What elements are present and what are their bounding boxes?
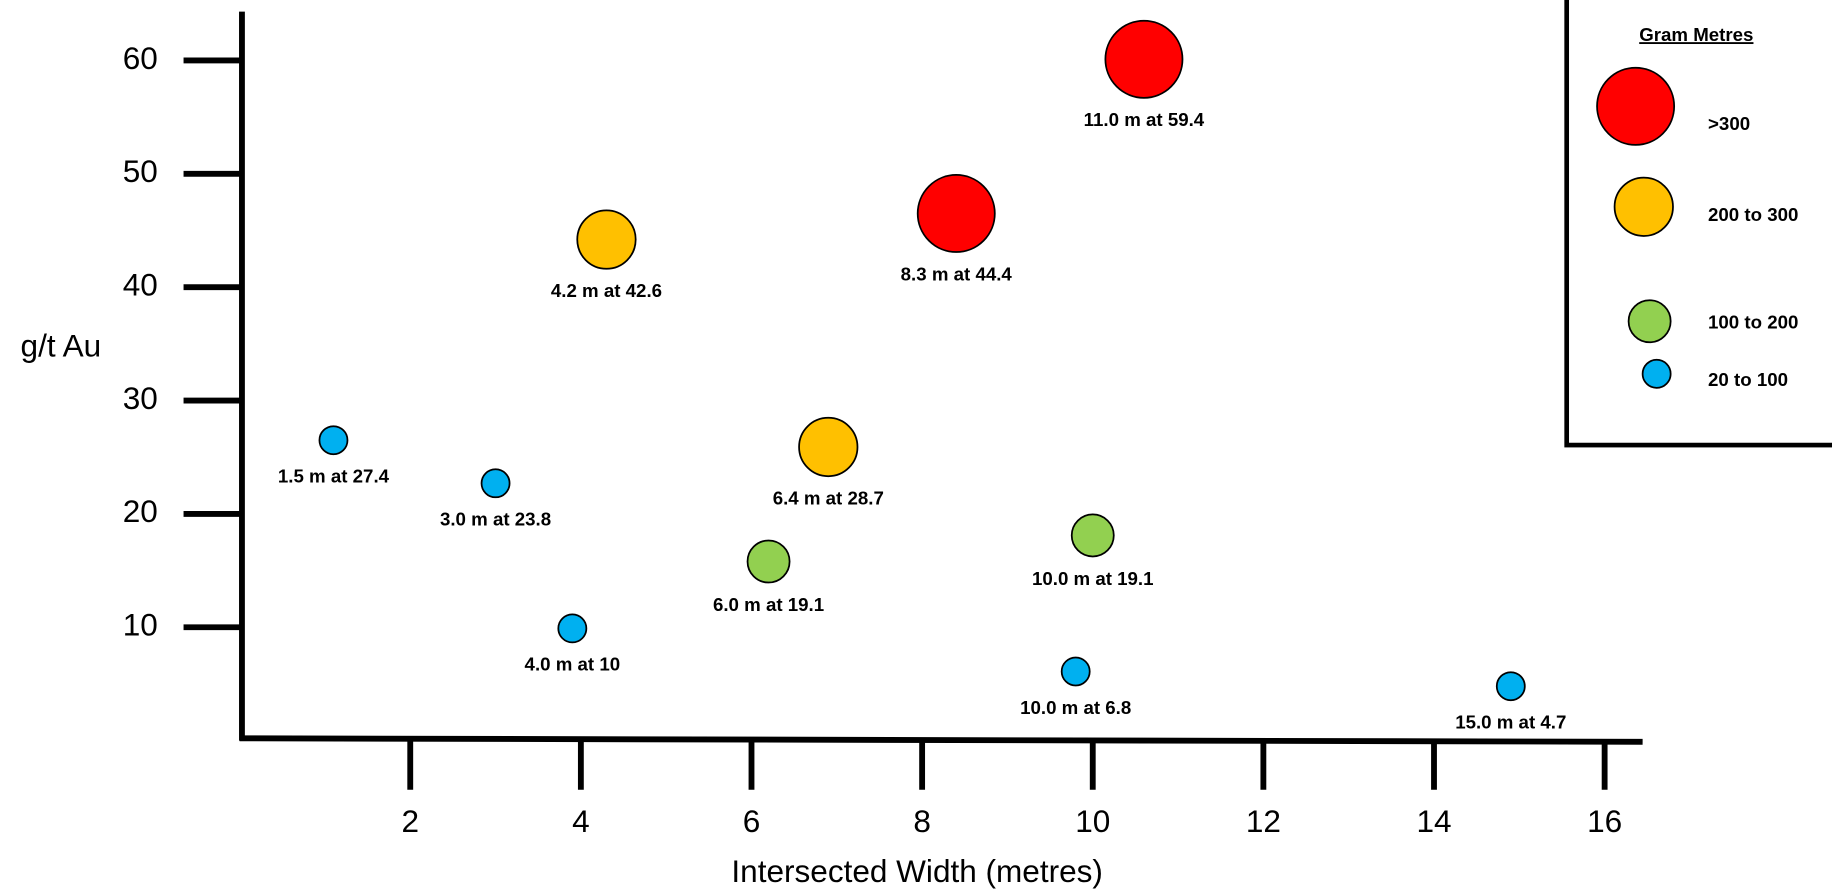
point-label: 6.4 m at 28.7 bbox=[773, 488, 884, 509]
bubble bbox=[318, 425, 349, 456]
legend-marker bbox=[1596, 66, 1676, 146]
x-axis bbox=[239, 735, 1643, 745]
x-tick-label: 4 bbox=[572, 803, 590, 839]
x-tick-label: 10 bbox=[1075, 803, 1110, 839]
legend-label: >300 bbox=[1708, 113, 1750, 134]
x-tick-label: 16 bbox=[1587, 803, 1622, 839]
legend-marker bbox=[1613, 176, 1674, 237]
point-label: 4.2 m at 42.6 bbox=[551, 280, 662, 301]
point-label: 15.0 m at 4.7 bbox=[1455, 712, 1566, 733]
x-tick-label: 12 bbox=[1246, 803, 1281, 839]
bubble bbox=[1495, 671, 1526, 702]
legend-marker bbox=[1627, 299, 1672, 344]
y-tick-label: 60 bbox=[123, 40, 158, 76]
bubble bbox=[1104, 19, 1184, 99]
y-tick-label: 40 bbox=[123, 266, 158, 302]
y-axis-label: g/t Au bbox=[21, 327, 102, 363]
y-tick-label: 30 bbox=[123, 380, 158, 416]
y-tick-label: 20 bbox=[123, 493, 158, 529]
point-label: 6.0 m at 19.1 bbox=[713, 594, 824, 615]
bubble bbox=[1070, 513, 1115, 558]
point-label: 8.3 m at 44.4 bbox=[901, 263, 1013, 284]
legend-title: Gram Metres bbox=[1639, 24, 1753, 45]
x-tick-label: 6 bbox=[743, 803, 761, 839]
legend-marker bbox=[1641, 358, 1672, 389]
bubble bbox=[576, 209, 637, 270]
point-label: 10.0 m at 19.1 bbox=[1032, 568, 1154, 589]
x-tick-label: 2 bbox=[401, 803, 419, 839]
bubble bbox=[480, 468, 511, 499]
x-tick-label: 8 bbox=[913, 803, 931, 839]
x-tick-label: 14 bbox=[1416, 803, 1451, 839]
legend-box bbox=[1564, 0, 1832, 448]
x-axis-label: Intersected Width (metres) bbox=[731, 853, 1102, 889]
point-label: 3.0 m at 23.8 bbox=[440, 509, 551, 530]
point-label: 10.0 m at 6.8 bbox=[1020, 697, 1131, 718]
y-tick-label: 50 bbox=[123, 153, 158, 189]
point-label: 11.0 m at 59.4 bbox=[1084, 109, 1205, 130]
bubble bbox=[798, 416, 859, 478]
legend-label: 100 to 200 bbox=[1708, 312, 1798, 333]
point-label: 1.5 m at 27.4 bbox=[278, 466, 390, 487]
point-label: 4.0 m at 10 bbox=[525, 654, 621, 675]
bubble bbox=[557, 613, 588, 644]
bubble bbox=[1060, 656, 1091, 687]
bubble bbox=[916, 174, 996, 253]
bubble bbox=[746, 539, 791, 584]
legend-label: 200 to 300 bbox=[1708, 204, 1798, 225]
y-tick-label: 10 bbox=[123, 607, 158, 643]
legend-label: 20 to 100 bbox=[1708, 369, 1788, 390]
